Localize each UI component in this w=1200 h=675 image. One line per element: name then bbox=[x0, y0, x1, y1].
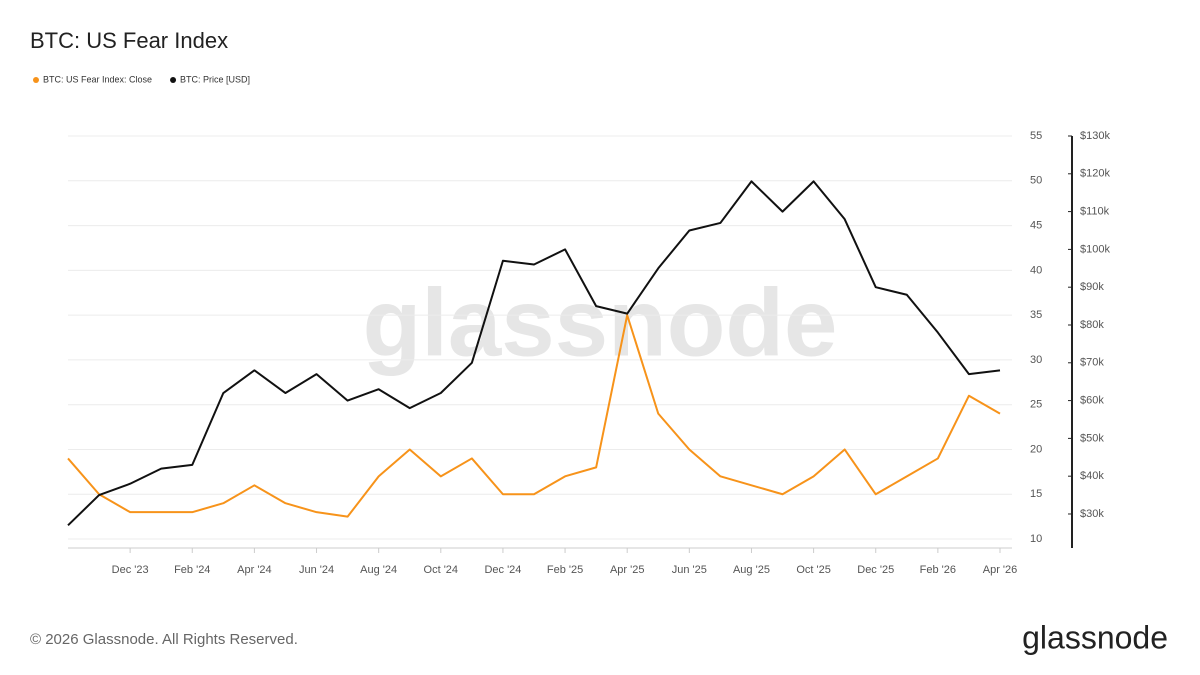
legend-marker bbox=[33, 77, 39, 83]
y2-tick-label: $90k bbox=[1080, 281, 1104, 293]
y2-tick-label: $70k bbox=[1080, 357, 1104, 369]
y-tick-label: 40 bbox=[1030, 264, 1042, 276]
y-tick-label: 30 bbox=[1030, 354, 1042, 366]
x-tick-label: Apr '24 bbox=[237, 564, 272, 576]
y-tick-label: 35 bbox=[1030, 309, 1042, 321]
legend-label: BTC: US Fear Index: Close bbox=[43, 74, 152, 84]
y-tick-label: 20 bbox=[1030, 443, 1042, 455]
legend-label: BTC: Price [USD] bbox=[180, 74, 250, 84]
footer: © 2026 Glassnode. All Rights Reserved. bbox=[30, 631, 298, 648]
y-tick-label: 15 bbox=[1030, 488, 1042, 500]
y2-tick-label: $60k bbox=[1080, 394, 1104, 406]
legend-marker bbox=[170, 77, 177, 83]
x-tick-label: Aug '24 bbox=[360, 564, 397, 576]
y-tick-label: 10 bbox=[1030, 533, 1042, 545]
x-tick-label: Feb '25 bbox=[547, 564, 583, 576]
series-line bbox=[67, 314, 1001, 518]
y2-tick-label: $120k bbox=[1080, 168, 1110, 180]
x-tick-label: Feb '24 bbox=[174, 564, 210, 576]
y-tick-label: 25 bbox=[1030, 399, 1042, 411]
y2-tick-label: $30k bbox=[1080, 508, 1104, 520]
y2-tick-label: $110k bbox=[1080, 206, 1110, 218]
x-tick-label: Jun '24 bbox=[299, 564, 334, 576]
y-tick-label: 55 bbox=[1030, 130, 1042, 142]
x-tick-label: Dec '23 bbox=[112, 564, 149, 576]
y2-tick-label: $50k bbox=[1080, 432, 1104, 444]
y2-tick-label: $80k bbox=[1080, 319, 1104, 331]
logo: glassnode bbox=[1022, 619, 1168, 655]
x-tick-label: Feb '26 bbox=[920, 564, 956, 576]
x-tick-label: Apr '26 bbox=[983, 564, 1018, 576]
x-tick-label: Dec '24 bbox=[484, 564, 521, 576]
x-tick-label: Aug '25 bbox=[733, 564, 770, 576]
watermark: glassnode bbox=[363, 269, 838, 376]
y-tick-label: 50 bbox=[1030, 175, 1042, 187]
x-tick-label: Jun '25 bbox=[672, 564, 707, 576]
x-tick-label: Apr '25 bbox=[610, 564, 645, 576]
y2-tick-label: $100k bbox=[1080, 243, 1110, 255]
y2-tick-label: $40k bbox=[1080, 470, 1104, 482]
chart-title: BTC: US Fear Index bbox=[30, 28, 228, 53]
y2-tick-label: $130k bbox=[1080, 130, 1110, 142]
x-tick-label: Dec '25 bbox=[857, 564, 894, 576]
y-tick-label: 45 bbox=[1030, 219, 1042, 231]
x-tick-label: Oct '24 bbox=[424, 564, 459, 576]
x-tick-label: Oct '25 bbox=[796, 564, 831, 576]
series-line bbox=[67, 180, 1001, 527]
